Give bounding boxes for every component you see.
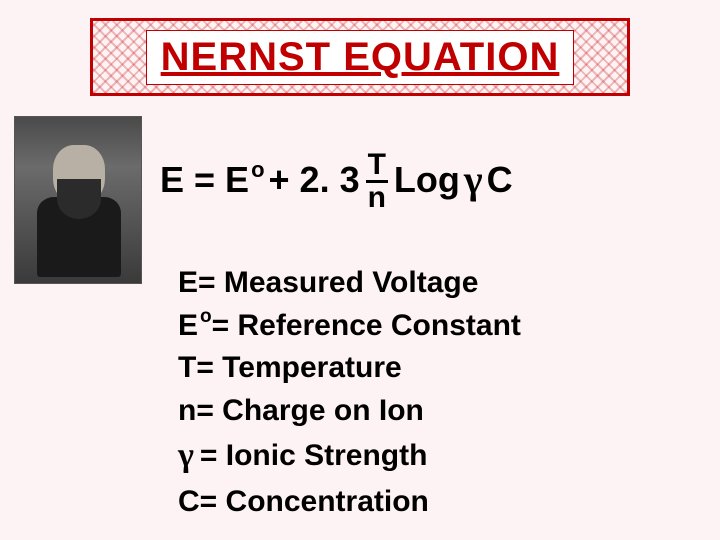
definition-text: = Ionic Strength xyxy=(200,435,428,478)
title-box: NERNST EQUATION xyxy=(90,18,630,96)
definition-symbol: E xyxy=(178,262,198,305)
title-inner: NERNST EQUATION xyxy=(146,30,575,85)
definition-line: C = Concentration xyxy=(178,481,521,524)
definition-line: n = Charge on Ion xyxy=(178,390,521,433)
nernst-portrait xyxy=(14,116,142,284)
eq-fraction-numerator: T xyxy=(366,150,388,180)
nernst-equation: E = E o + 2. 3 T n Log γ C xyxy=(160,148,513,211)
definition-symbol: T xyxy=(178,347,196,390)
definition-symbol: C xyxy=(178,481,200,524)
definition-text: = Temperature xyxy=(196,347,401,390)
definition-symbol: γ xyxy=(178,432,194,480)
eq-gamma: γ xyxy=(464,156,483,203)
definition-line: γ = Ionic Strength xyxy=(178,432,521,480)
eq-fraction-denominator: n xyxy=(366,180,388,213)
eq-c: C xyxy=(487,159,513,201)
definition-text: = Measured Voltage xyxy=(198,262,478,305)
definition-text: = Charge on Ion xyxy=(196,390,424,433)
definition-symbol: n xyxy=(178,390,196,433)
definition-text: = Concentration xyxy=(200,481,429,524)
eq-superscript-o: o xyxy=(251,157,264,183)
definition-symbol: E xyxy=(178,305,198,348)
definitions-list: E = Measured VoltageEo = Reference Const… xyxy=(178,262,521,523)
definition-superscript: o xyxy=(200,304,212,331)
definition-text: = Reference Constant xyxy=(212,305,521,348)
eq-log: Log xyxy=(394,159,460,201)
definition-line: Eo = Reference Constant xyxy=(178,305,521,348)
definition-line: E = Measured Voltage xyxy=(178,262,521,305)
definition-line: T = Temperature xyxy=(178,347,521,390)
eq-plus-constant: + 2. 3 xyxy=(269,159,360,201)
eq-lhs: E = E xyxy=(160,159,249,201)
page-title: NERNST EQUATION xyxy=(161,35,560,79)
eq-fraction: T n xyxy=(366,150,388,213)
